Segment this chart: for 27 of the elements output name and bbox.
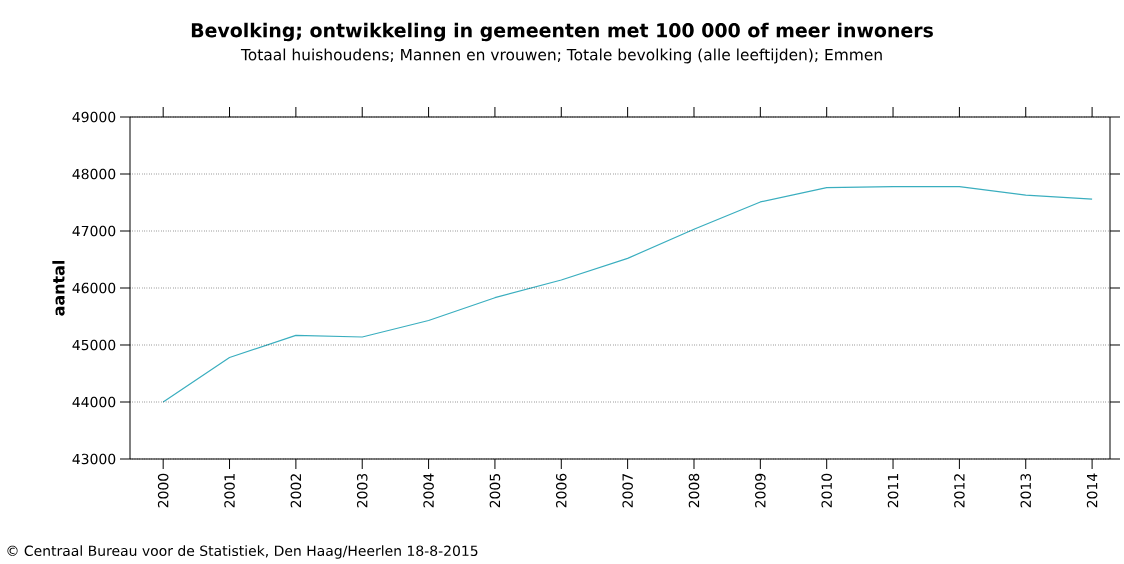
x-tick-label: 2014 — [1086, 473, 1098, 508]
y-tick-label: 43000 — [72, 453, 116, 465]
y-tick-label: 49000 — [72, 111, 116, 123]
x-tick-label: 2001 — [224, 474, 235, 508]
x-tick-label: 2011 — [887, 474, 899, 508]
x-tick-label: 2013 — [1020, 473, 1032, 508]
x-tick-label: 2008 — [688, 473, 700, 508]
x-tick-label: 2012 — [954, 474, 965, 508]
line-series — [162, 185, 1093, 403]
chart-subtitle: Totaal huishoudens; Mannen en vrouwen; Totale bevolking (alle leeftijden); Emmen — [240, 48, 882, 64]
x-tick-label: 2010 — [821, 473, 832, 508]
x-tick-label: 2003 — [356, 473, 368, 508]
x-tick-label: 2007 — [622, 474, 633, 508]
y-tick-label: 48000 — [72, 168, 116, 180]
x-tick-label: 2005 — [489, 474, 501, 508]
y-tick-label: 45000 — [72, 339, 116, 351]
y-axis-title: aantal — [52, 260, 65, 316]
x-tick-label: 2004 — [423, 473, 434, 508]
chart-title: Bevolking; ontwikkeling in gemeenten met 100 000 of meer inwoners — [191, 22, 933, 42]
y-tick-label: 46000 — [72, 282, 116, 294]
x-tick-label: 2000 — [157, 473, 169, 508]
y-tick-label: 47000 — [72, 225, 116, 237]
x-tick-label: 2009 — [755, 473, 766, 508]
x-tick-label: 2006 — [556, 473, 567, 508]
y-tick-label: 44000 — [72, 396, 116, 408]
x-tick-label: 2002 — [290, 474, 302, 508]
text: © Centraal Bureau voor de Statistiek, Den Haag/Heerlen 18-8-2015 — [7, 545, 478, 559]
